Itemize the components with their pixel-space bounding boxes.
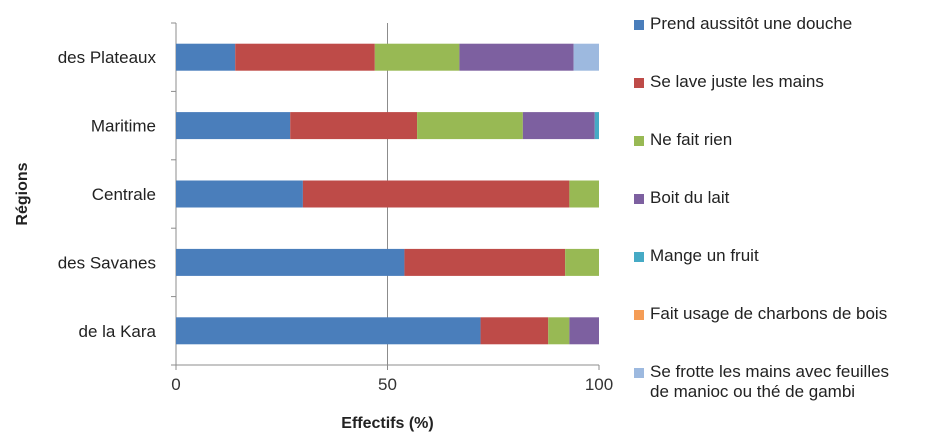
bar-segment [522, 112, 595, 140]
bar-segment [569, 317, 599, 345]
legend-label: Boit du lait [650, 188, 730, 207]
bar-segment [302, 180, 570, 208]
bar-segment [176, 248, 405, 276]
legend-label: Mange un fruit [650, 246, 759, 265]
legend-swatch [634, 136, 644, 146]
category-label: des Plateaux [58, 48, 157, 67]
bar-segment [569, 180, 599, 208]
legend-label: Se frotte les mains avec feuilles de man… [650, 362, 890, 401]
x-tick-label: 100 [585, 375, 613, 394]
bar-segment [176, 317, 481, 345]
legend-item: Ne fait rien [634, 130, 732, 150]
legend-swatch [634, 20, 644, 30]
legend-label: Se lave juste les mains [650, 72, 824, 91]
bar-segment [176, 43, 236, 71]
category-label: Maritime [91, 117, 156, 136]
y-axis-title: Régions [14, 162, 31, 225]
x-tick-label: 0 [171, 375, 180, 394]
bar-segment [176, 112, 291, 140]
legend-swatch [634, 194, 644, 204]
legend-item: Se lave juste les mains [634, 72, 824, 92]
bar-segment [480, 317, 549, 345]
bar-segment [565, 248, 599, 276]
category-label: de la Kara [79, 322, 157, 341]
legend-swatch [634, 78, 644, 88]
bar-segment [548, 317, 570, 345]
legend-label: Fait usage de charbons de bois [650, 304, 888, 323]
bar-segment [594, 112, 599, 140]
label-layer: 0 50 100 des Plateaux Maritime Centrale des Sa… [14, 48, 613, 432]
bar-segment [176, 180, 303, 208]
legend-item: Boit du lait [634, 188, 729, 208]
legend-swatch [634, 310, 644, 320]
legend-item: Fait usage de charbons de bois [634, 304, 887, 324]
bar-segment [290, 112, 418, 140]
bar-segment [404, 248, 566, 276]
legend-swatch [634, 368, 644, 378]
legend-label: Ne fait rien [650, 130, 733, 149]
bar-segment [235, 43, 375, 71]
x-tick-label: 50 [378, 375, 397, 394]
x-axis-title: Effectifs (%) [341, 415, 433, 432]
bar-segment [573, 43, 599, 71]
bar-segment [417, 112, 523, 140]
legend-item: Se frotte les mains avec feuilles de man… [634, 362, 889, 402]
bar-segment [459, 43, 574, 71]
category-label: des Savanes [58, 253, 156, 272]
bar-layer [176, 43, 599, 345]
legend-label: Prend aussitôt une douche [650, 14, 853, 33]
bar-segment [374, 43, 460, 71]
category-label: Centrale [92, 185, 156, 204]
legend-swatch [634, 252, 644, 262]
legend-item: Mange un fruit [634, 246, 759, 266]
legend-item: Prend aussitôt une douche [634, 14, 852, 34]
